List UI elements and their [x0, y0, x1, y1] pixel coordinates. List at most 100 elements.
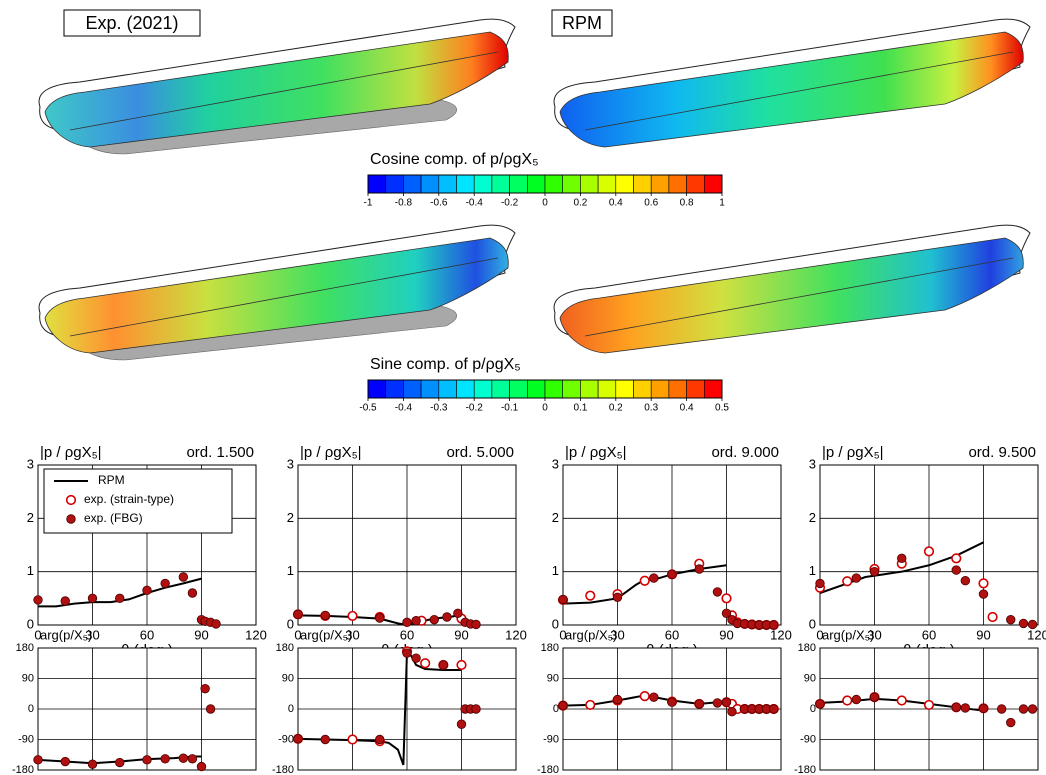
y-tick-label: -90 — [543, 733, 559, 745]
data-point — [197, 762, 206, 771]
x-tick-label: 90 — [719, 627, 733, 642]
y-tick-label: 90 — [22, 672, 34, 684]
color-band — [669, 380, 687, 398]
data-point — [161, 579, 170, 588]
data-point — [34, 596, 43, 605]
data-point — [586, 591, 595, 600]
y-tick-label: 3 — [287, 456, 294, 471]
y-tick-label: -180 — [272, 764, 294, 775]
data-point — [640, 692, 649, 701]
data-point — [201, 684, 210, 693]
data-point — [88, 760, 97, 769]
data-point — [852, 695, 861, 704]
data-point — [979, 579, 988, 588]
data-point — [188, 589, 197, 598]
colorbar-title: Sine comp. of p/ρgX₅ — [370, 356, 521, 373]
x-tick-label: 60 — [665, 627, 679, 642]
data-point — [952, 554, 961, 563]
colorbar-tick-label: 0.4 — [609, 198, 623, 209]
color-band — [439, 380, 457, 398]
colorbar-tick-label: -0.8 — [395, 198, 413, 209]
data-point — [321, 735, 330, 744]
data-point — [997, 705, 1006, 714]
data-point — [34, 756, 43, 765]
color-band — [386, 380, 404, 398]
y-tick-label: 1 — [27, 563, 34, 578]
y-tick-label: -180 — [794, 764, 816, 775]
color-band — [704, 175, 722, 193]
y-axis-label: |p / ρgX₅| — [300, 444, 362, 461]
data-point — [559, 701, 568, 710]
colorbar-tick-label: 0.4 — [680, 403, 694, 414]
x-tick-label: 90 — [194, 627, 208, 642]
y-axis-label: arg(p/X₅) — [300, 627, 352, 642]
y-tick-label: 90 — [282, 672, 294, 684]
data-point — [143, 586, 152, 595]
data-point — [321, 611, 330, 620]
chart-title: ord. 1.500 — [186, 444, 254, 461]
color-band — [634, 380, 652, 398]
y-axis-label: arg(p/X₅) — [40, 627, 92, 642]
chart-title: ord. 9.500 — [968, 444, 1036, 461]
hull-rpm-sine — [554, 225, 1030, 353]
colorbar-tick-label: 0.3 — [644, 403, 658, 414]
color-band — [439, 175, 457, 193]
colorbar-tick-label: 0.5 — [715, 403, 729, 414]
data-point — [961, 704, 970, 713]
data-point — [952, 703, 961, 712]
x-tick-label: 120 — [245, 627, 267, 642]
y-tick-label: 90 — [804, 672, 816, 684]
legend-symbol — [67, 515, 76, 524]
color-band — [598, 175, 616, 193]
data-point — [375, 735, 384, 744]
data-point — [897, 554, 906, 563]
data-point — [179, 754, 188, 763]
colorbar-tick-label: 0.8 — [680, 198, 694, 209]
legend-label: RPM — [98, 473, 125, 487]
data-point — [979, 704, 988, 713]
color-band — [545, 380, 563, 398]
legend-label: exp. (FBG) — [84, 511, 143, 525]
color-band — [492, 380, 510, 398]
data-point — [816, 579, 825, 588]
data-point — [668, 698, 677, 707]
colorbar-tick-label: -0.2 — [466, 403, 484, 414]
data-point — [650, 574, 659, 583]
data-point — [559, 595, 568, 604]
y-tick-label: -90 — [278, 733, 294, 745]
color-band — [386, 175, 404, 193]
y-tick-label: 180 — [541, 642, 559, 654]
y-tick-label: 2 — [552, 510, 559, 525]
color-band — [403, 175, 421, 193]
data-point — [61, 757, 70, 766]
data-point — [143, 756, 152, 765]
y-tick-label: 1 — [552, 563, 559, 578]
data-point — [454, 609, 463, 618]
colorbar-tick-label: -0.4 — [466, 198, 484, 209]
figure: Exp. (2021) RPM 01230306090120|p / ρgX₅|… — [0, 0, 1046, 775]
colorbar-tick-label: -0.5 — [359, 403, 377, 414]
data-point — [897, 696, 906, 705]
colorbar-tick-label: 0.6 — [644, 198, 658, 209]
color-band — [510, 175, 528, 193]
colorbar-tick-label: -0.6 — [430, 198, 448, 209]
y-tick-label: 3 — [809, 456, 816, 471]
y-tick-label: 0 — [27, 616, 34, 631]
data-point — [421, 659, 430, 668]
colorbar-tick-label: 0.1 — [573, 403, 587, 414]
y-tick-label: 0 — [552, 616, 559, 631]
data-point — [443, 613, 452, 622]
color-band — [457, 380, 475, 398]
x-tick-label: 60 — [140, 627, 154, 642]
y-tick-label: 3 — [552, 456, 559, 471]
y-tick-label: 3 — [27, 456, 34, 471]
y-tick-label: -180 — [12, 764, 34, 775]
data-point — [722, 698, 731, 707]
colorbar-tick-label: 0 — [542, 198, 548, 209]
y-tick-label: 0 — [28, 703, 34, 715]
data-point — [640, 576, 649, 585]
chart-title: ord. 9.000 — [711, 444, 779, 461]
colorbar-title: Cosine comp. of p/ρgX₅ — [370, 151, 539, 168]
color-band — [510, 380, 528, 398]
data-point — [988, 613, 997, 622]
